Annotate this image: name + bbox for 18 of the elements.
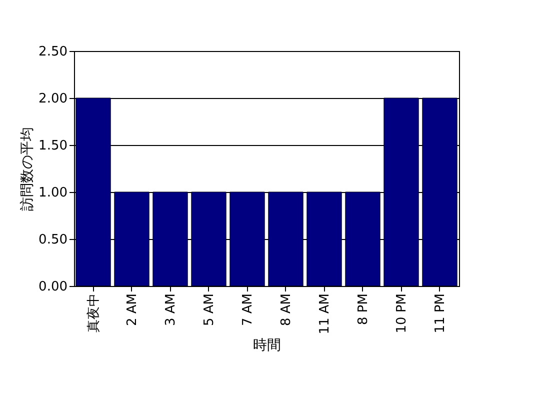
y-tick-label: 2.50: [38, 44, 68, 60]
x-tick-label: 7 AM: [240, 294, 256, 326]
x-tick-label: 5 AM: [202, 294, 217, 326]
y-tick-label: 1.50: [38, 138, 68, 154]
x-tick-label: 2 AM: [124, 294, 140, 326]
x-tick-label: 3 AM: [163, 294, 178, 326]
x-tick-label: 真夜中: [85, 294, 102, 332]
x-tick-label: 11 PM: [432, 294, 448, 334]
y-tick-label: 0.00: [38, 280, 68, 294]
y-tick-label: 2.00: [38, 92, 68, 106]
x-tick-label: 10 PM: [394, 294, 410, 334]
y-tick-label: 0.50: [38, 232, 68, 248]
y-tick-label: 1.00: [38, 186, 68, 200]
x-tick-label: 8 AM: [278, 294, 294, 326]
y-axis-title: 訪問数の平均: [20, 127, 36, 211]
x-axis-title: 時間: [253, 337, 281, 354]
x-tick-label: 8 PM: [356, 294, 371, 325]
x-tick-label: 11 AM: [317, 294, 332, 334]
